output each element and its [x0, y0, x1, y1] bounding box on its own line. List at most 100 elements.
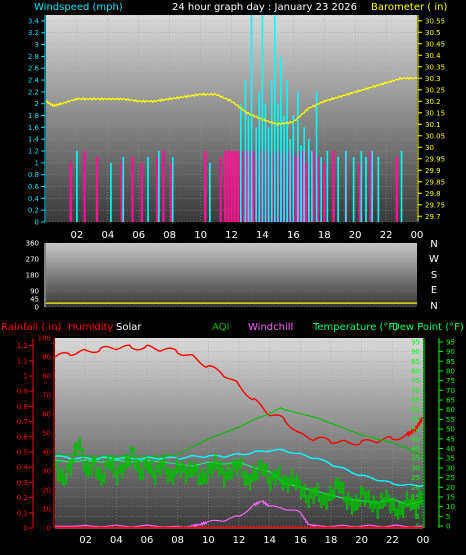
gust-bar	[83, 151, 86, 222]
rainfall-tick-label: 0.8	[17, 403, 28, 411]
dewpoint-tick-label: 15	[446, 493, 455, 501]
temperature-inner-tick-label: 55	[411, 416, 420, 424]
rainfall-tick-label: 1.1	[17, 357, 28, 365]
dewpoint-tick-label: 85	[446, 358, 455, 366]
dewpoint-tick-label: 65	[446, 397, 455, 405]
gust-bar	[369, 151, 372, 222]
barometer-tick-label: 30	[425, 144, 434, 152]
humidity-tick-label: 90	[42, 354, 51, 362]
dewpoint-tick-label: 75	[446, 377, 455, 385]
windspeed-tick-label: 2.4	[28, 77, 40, 85]
temperature-inner-tick-label: 60	[411, 406, 420, 414]
dewpoint-tick-label: 40	[446, 445, 455, 453]
gust-bar	[358, 162, 362, 222]
gust-bar	[120, 162, 123, 222]
wind-bar	[286, 80, 288, 222]
gust-bar	[204, 151, 207, 222]
time-tick-label: 12	[225, 230, 238, 241]
wind-bar	[303, 127, 305, 222]
barometer-tick-label: 30.15	[425, 109, 445, 117]
humidity-legend: Humidity	[68, 322, 113, 333]
temperature-inner-tick-label: 90	[411, 348, 420, 356]
gust-bar	[332, 151, 335, 222]
dewpoint-tick-label: 0	[446, 523, 450, 531]
gust-bar	[304, 162, 307, 222]
gust-bar	[95, 156, 99, 222]
wind-bar	[283, 115, 285, 222]
rainfall-tick-label: 0.1	[17, 509, 28, 517]
windspeed-tick-label: 1.8	[28, 112, 39, 120]
weather-time-tick-label: 12	[233, 535, 246, 546]
barometer-tick-label: 29.8	[425, 190, 441, 198]
wind-bar	[315, 91, 318, 222]
windspeed-tick-label: 1	[35, 159, 39, 167]
gust-bar	[242, 151, 246, 222]
rainfall-tick-label: 0.3	[17, 479, 28, 487]
temperature-inner-tick-label: 65	[411, 397, 420, 405]
temperature-inner-tick-label: 20	[411, 484, 420, 492]
dewpoint-tick-label: 20	[446, 484, 455, 492]
barometer-tick-label: 30.3	[425, 75, 441, 83]
graph-title: 24 hour graph day : January 23 2026	[172, 2, 357, 13]
gust-bar	[69, 162, 72, 222]
windspeed-tick-label: 0.8	[28, 171, 39, 179]
barometer-tick-label: 29.75	[425, 201, 445, 209]
humidity-tick-label: 60	[42, 411, 51, 419]
barometer-tick-label: 29.9	[425, 167, 441, 175]
time-tick-label: 06	[132, 230, 145, 241]
temperature-inner-tick-label: 70	[411, 387, 420, 395]
weather-time-tick-label: 20	[355, 535, 368, 546]
gust-bar	[140, 162, 144, 222]
dewpoint-tick-label: 5	[446, 513, 450, 521]
rainfall-tick-label: 1.2	[17, 342, 28, 350]
direction-tick-label: 270	[26, 256, 39, 264]
rainfall-tick-label: 0.2	[17, 494, 28, 502]
weather-time-tick-label: 08	[171, 535, 184, 546]
humidity-tick-label: 20	[42, 487, 51, 495]
time-tick-label: 00	[411, 230, 424, 241]
wind-bar	[244, 80, 247, 222]
temperature-inner-tick-label: 80	[411, 367, 420, 375]
direction-tick-label: 45	[30, 296, 39, 304]
weather-time-tick-label: 06	[141, 535, 154, 546]
solar-legend: Solar	[116, 322, 142, 333]
windspeed-tick-label: 3.4	[28, 17, 40, 25]
wind-bar	[255, 127, 258, 222]
barometer-line	[45, 76, 418, 126]
barometer-tick-label: 29.7	[425, 213, 441, 221]
wind-bar	[247, 115, 250, 222]
time-tick-label: 18	[318, 230, 331, 241]
windchill-line	[54, 499, 424, 529]
rainfall-tick-label: 0.4	[17, 464, 29, 472]
temperature-inner-tick-label: 30	[411, 464, 420, 472]
gust-bar	[245, 151, 249, 222]
gust-bar	[298, 151, 301, 222]
windspeed-tick-label: 2.2	[28, 88, 39, 96]
rainfall-tick-label: 0.9	[17, 388, 28, 396]
time-tick-label: 04	[101, 230, 114, 241]
time-tick-label: 22	[380, 230, 393, 241]
wind-bar	[250, 15, 253, 222]
rainfall-tick-label: 0	[24, 525, 28, 533]
gust-bar	[323, 162, 326, 222]
humidity-tick-label: 40	[42, 449, 51, 457]
gust-bar	[251, 151, 255, 222]
dewpoint-tick-label: 50	[446, 426, 455, 434]
windspeed-tick-label: 3	[35, 41, 39, 49]
humidity-tick-label: 100	[38, 335, 51, 343]
weather-time-tick-label: 02	[79, 535, 92, 546]
wind-bar	[400, 151, 403, 222]
windspeed-tick-label: 1.6	[28, 124, 40, 132]
temperature-inner-tick-label: 95	[411, 338, 420, 346]
gust-bar	[227, 151, 230, 222]
humidity-tick-label: 80	[42, 373, 51, 381]
aqi-legend: AQI	[212, 322, 230, 333]
rainfall-tick-label: 0.6	[17, 433, 29, 441]
wind-bar	[264, 103, 267, 222]
compass-letter: S	[431, 270, 437, 281]
weather-time-tick-label: 22	[386, 535, 399, 546]
humidity-tick-label: 0	[47, 525, 51, 533]
windspeed-tick-label: 1.4	[28, 136, 40, 144]
temperature-inner-tick-label: 40	[411, 445, 420, 453]
compass-letter: N	[430, 301, 437, 312]
